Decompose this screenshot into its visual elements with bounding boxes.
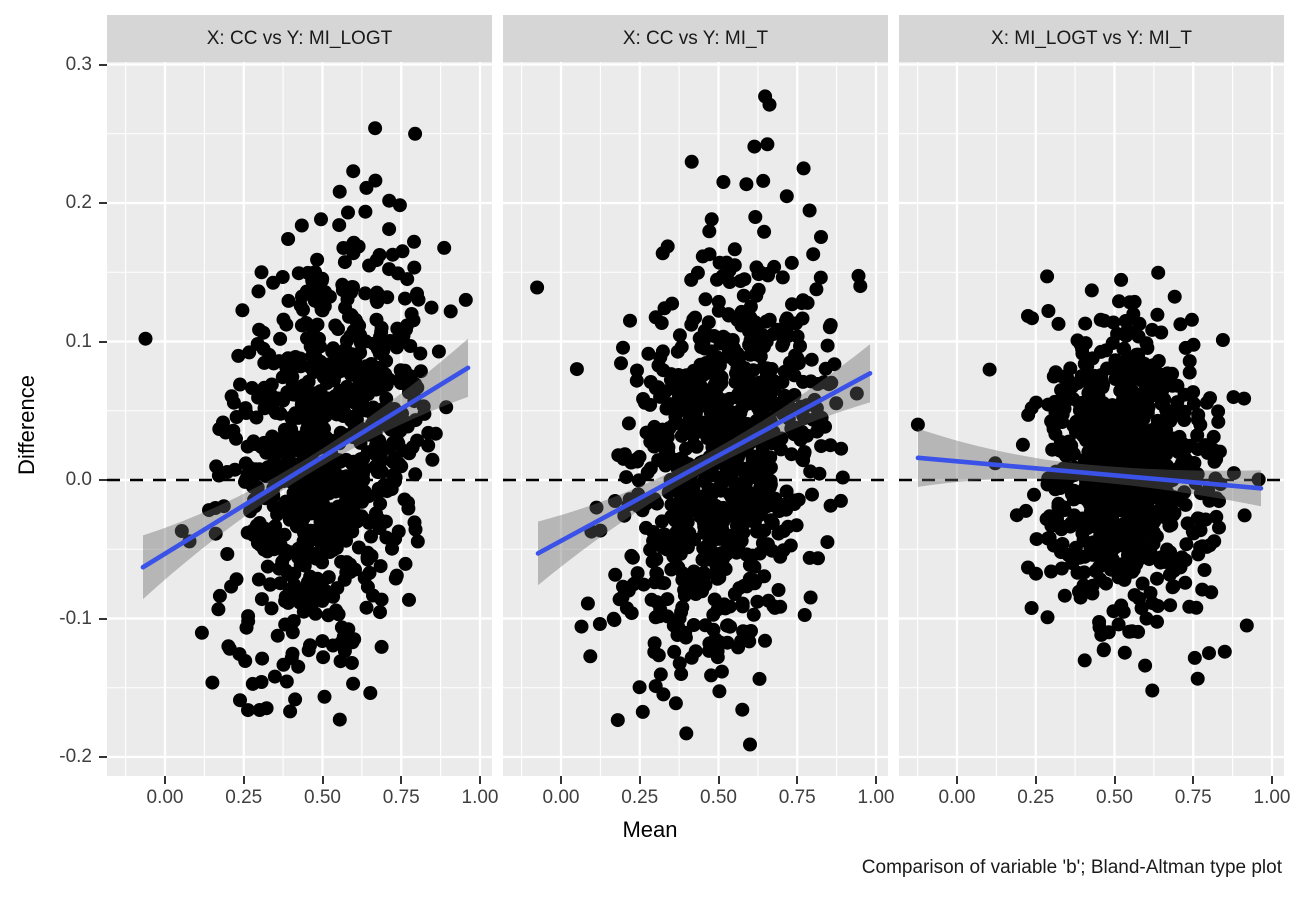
y-axis-tick-mark <box>99 756 107 758</box>
x-axis-tick-label: 1.00 <box>857 787 895 808</box>
x-axis-tick-mark <box>242 776 245 784</box>
x-axis-tick-label: 0.25 <box>1017 787 1055 808</box>
x-axis-tick-mark <box>560 776 562 784</box>
x-axis-tick-label: 0.75 <box>382 787 420 808</box>
y-axis-tick-label: 0.3 <box>65 53 92 75</box>
facet-strip-2: X: CC vs Y: MI_T <box>503 15 888 62</box>
y-axis-tick-label: 0.2 <box>65 192 92 213</box>
x-axis-tick-mark <box>638 776 641 784</box>
x-axis-tick-mark <box>796 776 799 784</box>
facet-title-1: X: CC vs Y: MI_LOGT <box>206 27 393 49</box>
x-axis-tick-mark <box>479 776 481 784</box>
scatter-panel-1 <box>107 62 492 776</box>
smooth-line <box>535 371 873 556</box>
x-axis-tick-label: 0.00 <box>146 787 184 808</box>
facet-title-3: X: MI_LOGT vs Y: MI_T <box>991 27 1192 49</box>
y-axis-tick-label: -0.1 <box>59 607 92 629</box>
y-axis-tick-mark <box>99 202 107 204</box>
y-axis-tick-label: -0.2 <box>59 746 92 767</box>
x-axis-tick-label: 0.75 <box>1174 787 1212 808</box>
x-axis-tick-mark <box>1192 776 1195 784</box>
x-axis-tick-label: 0.50 <box>304 787 341 808</box>
x-axis-tick-label: 0.50 <box>700 787 737 808</box>
y-axis-tick-label: 0.0 <box>65 469 92 490</box>
x-axis-tick-mark <box>1034 776 1037 784</box>
y-axis-tick-mark <box>99 340 107 343</box>
x-axis-tick-label: 1.00 <box>461 787 499 808</box>
y-axis-tick-mark <box>99 617 107 620</box>
facet-strip-3: X: MI_LOGT vs Y: MI_T <box>899 15 1284 62</box>
facet-strip-1: X: CC vs Y: MI_LOGT <box>107 15 492 62</box>
y-axis-tick-label: 0.1 <box>65 330 92 352</box>
x-axis-tick-mark <box>875 776 877 784</box>
x-axis-tick-mark <box>400 776 403 784</box>
facet-title-2: X: CC vs Y: MI_T <box>622 27 769 49</box>
plot-caption: Comparison of variable 'b'; Bland-Altman… <box>861 857 1282 878</box>
x-axis-tick-mark <box>1271 776 1273 784</box>
smooth-line <box>140 365 471 570</box>
x-axis-tick-label: 0.00 <box>542 787 580 808</box>
scatter-points <box>910 265 1266 698</box>
y-axis-title: Difference <box>14 375 39 475</box>
x-axis-tick-mark <box>956 776 958 784</box>
confidence-band <box>917 428 1261 507</box>
x-axis-tick-mark <box>164 776 166 784</box>
x-axis-tick-label: 0.25 <box>225 787 263 808</box>
scatter-points <box>138 121 473 727</box>
scatter-panel-2 <box>503 62 888 776</box>
x-axis-title: Mean <box>622 817 678 842</box>
smooth-line <box>915 455 1264 491</box>
x-axis-tick-label: 1.00 <box>1253 787 1291 808</box>
x-axis-tick-label: 0.75 <box>778 787 816 808</box>
x-axis-tick-label: 0.00 <box>938 787 976 808</box>
x-axis-tick-label: 0.25 <box>621 787 659 808</box>
y-axis-tick-mark <box>99 479 107 481</box>
x-axis-tick-mark <box>321 776 324 784</box>
scatter-points <box>530 89 868 752</box>
y-axis-tick-mark <box>99 63 107 66</box>
x-axis-tick-mark <box>1113 776 1116 784</box>
x-axis-tick-mark <box>717 776 720 784</box>
x-axis-tick-label: 0.50 <box>1096 787 1133 808</box>
scatter-panel-3 <box>899 62 1284 776</box>
